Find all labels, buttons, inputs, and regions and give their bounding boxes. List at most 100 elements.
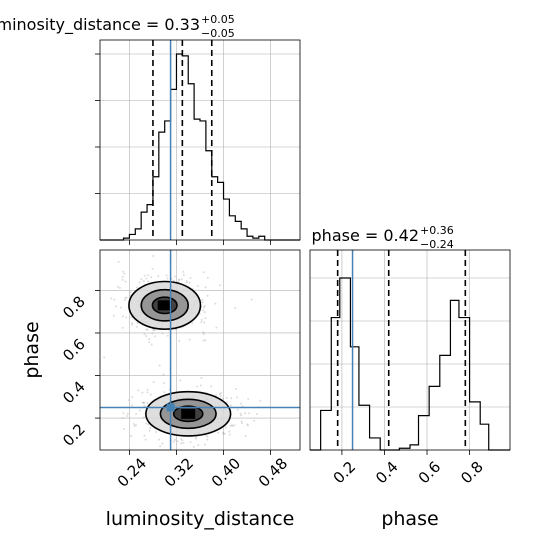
joint-sample-point — [143, 401, 146, 404]
joint-sample-point — [234, 306, 237, 309]
joint-sample-point — [161, 332, 164, 335]
joint-contour — [151, 296, 178, 315]
joint-sample-point — [228, 430, 231, 433]
joint-sample-point — [143, 274, 146, 277]
joint-sample-point — [176, 440, 179, 443]
phase-hist-tick-label: 0.6 — [415, 458, 445, 488]
joint-sample-point — [132, 423, 135, 426]
joint-sample-point — [182, 441, 185, 444]
joint-sample-point — [172, 440, 175, 443]
joint-sample-point — [146, 391, 149, 394]
title-ld-main: luminosity_distance = 0.33 — [0, 15, 200, 35]
joint-sample-point — [247, 424, 250, 427]
joint-sample-point — [202, 333, 205, 336]
joint-sample-point — [119, 306, 122, 309]
joint-sample-point — [125, 316, 128, 319]
joint-sample-point — [166, 277, 169, 280]
joint-sample-point — [158, 438, 161, 441]
histogram-phase: 0.2 0.4 0.6 0.8 — [309, 249, 511, 488]
joint-sample-point — [200, 318, 203, 321]
joint-sample-point — [180, 278, 183, 281]
joint-sample-point — [148, 341, 151, 344]
joint-sample-point — [210, 385, 213, 388]
title-ld-minus: −0.05 — [201, 27, 235, 40]
joint-sample-point — [142, 280, 145, 283]
joint-sample-point — [129, 291, 132, 294]
joint-sample-point — [151, 332, 154, 335]
joint-density-peak — [181, 408, 196, 419]
joint-sample-point — [145, 277, 148, 280]
joint-sample-point — [206, 435, 209, 438]
joint-sample-point — [144, 438, 147, 441]
title-phase: phase = 0.42 +0.36 −0.24 — [312, 224, 454, 251]
joint-sample-point — [236, 408, 239, 411]
joint-sample-point — [117, 260, 120, 263]
joint-sample-point — [141, 391, 144, 394]
joint-sample-point — [127, 399, 130, 402]
joint-sample-point — [138, 409, 141, 412]
joint-sample-point — [219, 395, 222, 398]
joint-sample-point — [244, 412, 247, 415]
joint-sample-point — [145, 335, 148, 338]
joint-sample-point — [125, 296, 128, 299]
joint-sample-point — [121, 326, 124, 329]
joint-sample-point — [153, 329, 156, 332]
joint-y-tick-label: 0.2 — [59, 420, 89, 450]
joint-sample-point — [218, 284, 221, 287]
joint-sample-point — [151, 267, 154, 270]
joint-sample-point — [178, 279, 181, 282]
joint-frame — [99, 249, 301, 451]
joint-sample-point — [196, 385, 199, 388]
joint-sample-point — [180, 442, 183, 445]
joint-sample-point — [159, 445, 162, 448]
joint-sample-point — [147, 280, 150, 283]
joint-density-panel: 0.24 0.32 0.40 0.48 0.2 0.4 0.6 0.8 — [59, 249, 301, 491]
joint-sample-point — [235, 387, 238, 390]
joint-sample-point — [250, 298, 253, 301]
joint-sample-point — [165, 274, 168, 277]
joint-sample-point — [142, 416, 145, 419]
joint-sample-point — [162, 373, 165, 376]
joint-sample-point — [180, 437, 183, 440]
joint-sample-point — [188, 338, 191, 341]
joint-x-tick-label: 0.40 — [208, 454, 244, 490]
joint-sample-point — [235, 396, 238, 399]
joint-contour — [140, 288, 189, 322]
joint-sample-point — [196, 285, 199, 288]
joint-sample-point — [140, 278, 143, 281]
joint-sample-point — [231, 424, 234, 427]
joint-sample-point — [178, 278, 181, 281]
joint-sample-point — [143, 333, 146, 336]
joint-sample-point — [133, 425, 136, 428]
joint-sample-point — [131, 404, 134, 407]
title-luminosity-distance: luminosity_distance = 0.33 +0.05 −0.05 — [0, 13, 235, 40]
joint-sample-point — [118, 287, 121, 290]
joint-sample-point — [229, 424, 232, 427]
joint-sample-point — [197, 444, 200, 447]
joint-sample-point — [204, 339, 207, 342]
joint-contour — [128, 280, 202, 330]
joint-sample-point — [166, 334, 169, 337]
phase-hist-tick-label: 0.8 — [457, 458, 487, 488]
joint-sample-point — [224, 426, 227, 429]
joint-sample-point — [130, 316, 133, 319]
joint-sample-point — [146, 274, 149, 277]
joint-sample-point — [228, 433, 231, 436]
joint-contour — [172, 405, 204, 423]
joint-sample-point — [112, 314, 115, 317]
joint-sample-point — [200, 376, 203, 379]
joint-sample-point — [244, 434, 247, 437]
joint-sample-point — [230, 424, 233, 427]
joint-sample-point — [205, 434, 208, 437]
joint-sample-point — [146, 388, 149, 391]
joint-sample-point — [174, 439, 177, 442]
joint-sample-point — [148, 338, 151, 341]
title-phase-plus: +0.36 — [420, 224, 454, 237]
joint-sample-point — [189, 441, 192, 444]
joint-sample-point — [203, 321, 206, 324]
joint-sample-point — [136, 321, 139, 324]
joint-sample-point — [203, 306, 206, 309]
joint-sample-point — [202, 309, 205, 312]
joint-sample-point — [161, 442, 164, 445]
